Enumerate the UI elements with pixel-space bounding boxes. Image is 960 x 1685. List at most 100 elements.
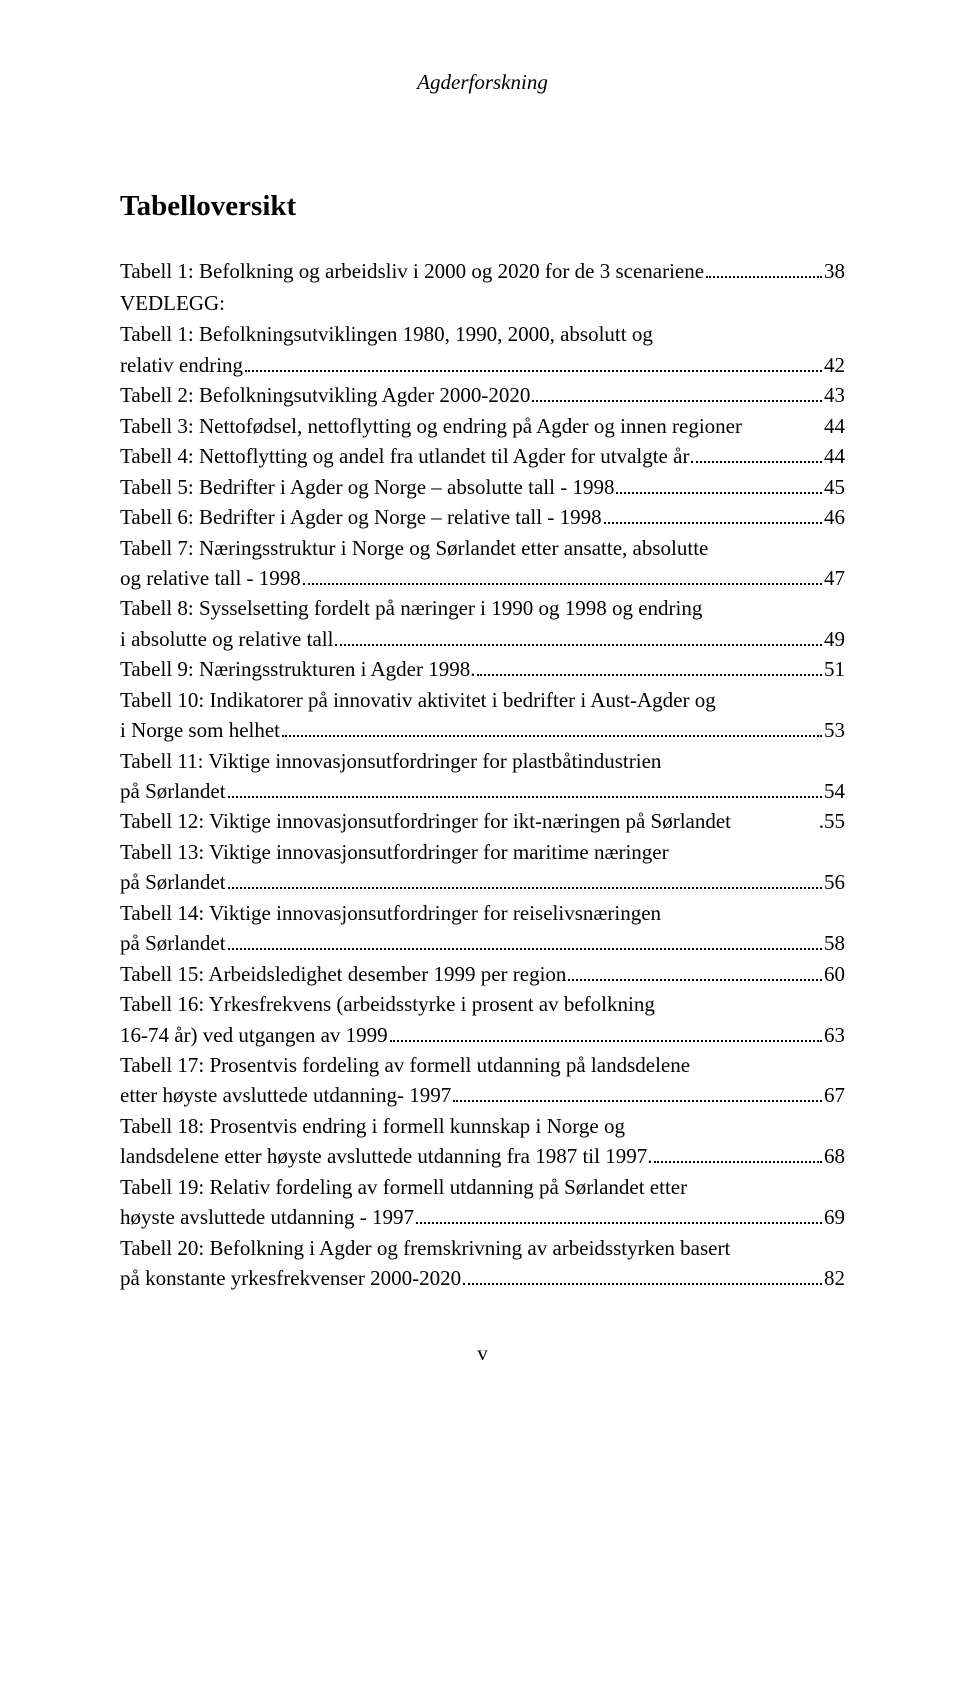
toc-leader bbox=[390, 1021, 822, 1042]
toc-line: Tabell 20: Befolkning i Agder og fremskr… bbox=[120, 1233, 845, 1263]
toc-line: på konstante yrkesfrekvenser 2000-2020 8… bbox=[120, 1263, 845, 1293]
toc-label: Tabell 10: Indikatorer på innovativ akti… bbox=[120, 685, 716, 715]
toc-line: høyste avsluttede utdanning - 1997 69 bbox=[120, 1202, 845, 1232]
toc-leader bbox=[228, 777, 822, 798]
toc-line: relativ endring 42 bbox=[120, 350, 845, 380]
toc-label: Tabell 13: Viktige innovasjonsutfordring… bbox=[120, 837, 669, 867]
toc-label: Tabell 8: Sysselsetting fordelt på nærin… bbox=[120, 593, 702, 623]
toc-page: 42 bbox=[824, 350, 845, 380]
toc-label: Tabell 5: Bedrifter i Agder og Norge – a… bbox=[120, 472, 614, 502]
toc-entry: Tabell 8: Sysselsetting fordelt på nærin… bbox=[120, 593, 845, 654]
toc-label: Tabell 12: Viktige innovasjonsutfordring… bbox=[120, 806, 731, 836]
toc-page: 44 bbox=[824, 441, 845, 471]
toc-leader bbox=[616, 473, 822, 494]
toc-label: Tabell 3: Nettofødsel, nettoflytting og … bbox=[120, 411, 742, 441]
toc-line: Tabell 7: Næringsstruktur i Norge og Sør… bbox=[120, 533, 845, 563]
toc-leader bbox=[228, 868, 822, 889]
toc-label: Tabell 1: Befolkning og arbeidsliv i 200… bbox=[120, 256, 704, 286]
toc-line: Tabell 13: Viktige innovasjonsutfordring… bbox=[120, 837, 845, 867]
toc-entry: Tabell 16: Yrkesfrekvens (arbeidsstyrke … bbox=[120, 989, 845, 1050]
toc-entry: Tabell 11: Viktige innovasjonsutfordring… bbox=[120, 746, 845, 807]
toc-label: Tabell 16: Yrkesfrekvens (arbeidsstyrke … bbox=[120, 989, 655, 1019]
toc-entry: Tabell 2: Befolkningsutvikling Agder 200… bbox=[120, 380, 845, 410]
toc-line: Tabell 10: Indikatorer på innovativ akti… bbox=[120, 685, 845, 715]
toc-entry: Tabell 19: Relativ fordeling av formell … bbox=[120, 1172, 845, 1233]
toc-label: relativ endring bbox=[120, 350, 243, 380]
toc-line: Tabell 19: Relativ fordeling av formell … bbox=[120, 1172, 845, 1202]
toc-page: 58 bbox=[824, 928, 845, 958]
toc-line: Tabell 12: Viktige innovasjonsutfordring… bbox=[120, 806, 845, 836]
toc-entry: Tabell 6: Bedrifter i Agder og Norge – r… bbox=[120, 502, 845, 532]
toc-label: på Sørlandet bbox=[120, 776, 226, 806]
toc-line: Tabell 1: Befolkningsutviklingen 1980, 1… bbox=[120, 319, 845, 349]
toc-page: 49 bbox=[824, 624, 845, 654]
toc-line: Tabell 16: Yrkesfrekvens (arbeidsstyrke … bbox=[120, 989, 845, 1019]
page-title: Tabelloversikt bbox=[120, 190, 845, 223]
toc-leader bbox=[568, 960, 822, 981]
toc-line: Tabell 3: Nettofødsel, nettoflytting og … bbox=[120, 411, 845, 441]
toc-entry: Tabell 18: Prosentvis endring i formell … bbox=[120, 1111, 845, 1172]
toc-label: Tabell 14: Viktige innovasjonsutfordring… bbox=[120, 898, 661, 928]
toc-leader bbox=[228, 929, 822, 950]
toc-leader bbox=[245, 351, 822, 372]
toc-leader bbox=[706, 257, 822, 278]
toc-line: Tabell 5: Bedrifter i Agder og Norge – a… bbox=[120, 472, 845, 502]
toc-leader bbox=[691, 442, 822, 463]
toc-entry: Tabell 5: Bedrifter i Agder og Norge – a… bbox=[120, 472, 845, 502]
toc-label: på Sørlandet bbox=[120, 867, 226, 897]
toc-label: Tabell 19: Relativ fordeling av formell … bbox=[120, 1172, 687, 1202]
toc-label: landsdelene etter høyste avsluttede utda… bbox=[120, 1141, 652, 1171]
toc-label: i absolutte og relative tall bbox=[120, 624, 333, 654]
toc-line: Tabell 18: Prosentvis endring i formell … bbox=[120, 1111, 845, 1141]
toc-page: 46 bbox=[824, 502, 845, 532]
toc-page: 38 bbox=[824, 256, 845, 286]
toc-leader bbox=[303, 564, 822, 585]
toc-line: på Sørlandet 58 bbox=[120, 928, 845, 958]
toc-leader bbox=[416, 1203, 822, 1224]
toc-line: på Sørlandet 54 bbox=[120, 776, 845, 806]
toc-label: Tabell 20: Befolkning i Agder og fremskr… bbox=[120, 1233, 730, 1263]
toc-label: Tabell 17: Prosentvis fordeling av forme… bbox=[120, 1050, 690, 1080]
toc-page: 56 bbox=[824, 867, 845, 897]
toc-entry: Tabell 13: Viktige innovasjonsutfordring… bbox=[120, 837, 845, 898]
toc-label: etter høyste avsluttede utdanning- 1997 bbox=[120, 1080, 451, 1110]
toc-line: Tabell 15: Arbeidsledighet desember 1999… bbox=[120, 959, 845, 989]
toc-leader bbox=[335, 625, 822, 646]
toc-line: Tabell 8: Sysselsetting fordelt på nærin… bbox=[120, 593, 845, 623]
toc-page: 54 bbox=[824, 776, 845, 806]
running-header: Agderforskning bbox=[120, 70, 845, 95]
toc-line: Tabell 2: Befolkningsutvikling Agder 200… bbox=[120, 380, 845, 410]
toc-entry: Tabell 12: Viktige innovasjonsutfordring… bbox=[120, 806, 845, 836]
toc-label: Tabell 15: Arbeidsledighet desember 1999… bbox=[120, 959, 566, 989]
toc-leader bbox=[282, 716, 822, 737]
toc-leader bbox=[453, 1081, 822, 1102]
toc-line: Tabell 4: Nettoflytting og andel fra utl… bbox=[120, 441, 845, 471]
toc-line: Tabell 11: Viktige innovasjonsutfordring… bbox=[120, 746, 845, 776]
footer-page-number: v bbox=[120, 1341, 845, 1366]
toc-entry: Tabell 3: Nettofødsel, nettoflytting og … bbox=[120, 411, 845, 441]
toc-line: Tabell 17: Prosentvis fordeling av forme… bbox=[120, 1050, 845, 1080]
toc-entry: Tabell 10: Indikatorer på innovativ akti… bbox=[120, 685, 845, 746]
toc-leader bbox=[463, 1264, 822, 1285]
toc-entry: Tabell 1: Befolkning og arbeidsliv i 200… bbox=[120, 256, 845, 286]
toc-label: Tabell 1: Befolkningsutviklingen 1980, 1… bbox=[120, 319, 653, 349]
toc-line: på Sørlandet 56 bbox=[120, 867, 845, 897]
toc-page: 69 bbox=[824, 1202, 845, 1232]
toc-label: på Sørlandet bbox=[120, 928, 226, 958]
toc-page: 43 bbox=[824, 380, 845, 410]
toc-label: på konstante yrkesfrekvenser 2000-2020 bbox=[120, 1263, 461, 1293]
toc-label: Tabell 7: Næringsstruktur i Norge og Sør… bbox=[120, 533, 708, 563]
toc-line: Tabell 14: Viktige innovasjonsutfordring… bbox=[120, 898, 845, 928]
toc-label: i Norge som helhet bbox=[120, 715, 280, 745]
toc-line: Tabell 1: Befolkning og arbeidsliv i 200… bbox=[120, 256, 845, 286]
toc-page: 53 bbox=[824, 715, 845, 745]
toc-page: 47 bbox=[824, 563, 845, 593]
toc-page: 55 bbox=[824, 806, 845, 836]
toc-leader bbox=[654, 1142, 822, 1163]
toc-line: i absolutte og relative tall 49 bbox=[120, 624, 845, 654]
toc-entry: Tabell 20: Befolkning i Agder og fremskr… bbox=[120, 1233, 845, 1294]
toc-page: 82 bbox=[824, 1263, 845, 1293]
toc-leader bbox=[532, 381, 822, 402]
toc-page: 44 bbox=[824, 411, 845, 441]
toc-entry: Tabell 4: Nettoflytting og andel fra utl… bbox=[120, 441, 845, 471]
